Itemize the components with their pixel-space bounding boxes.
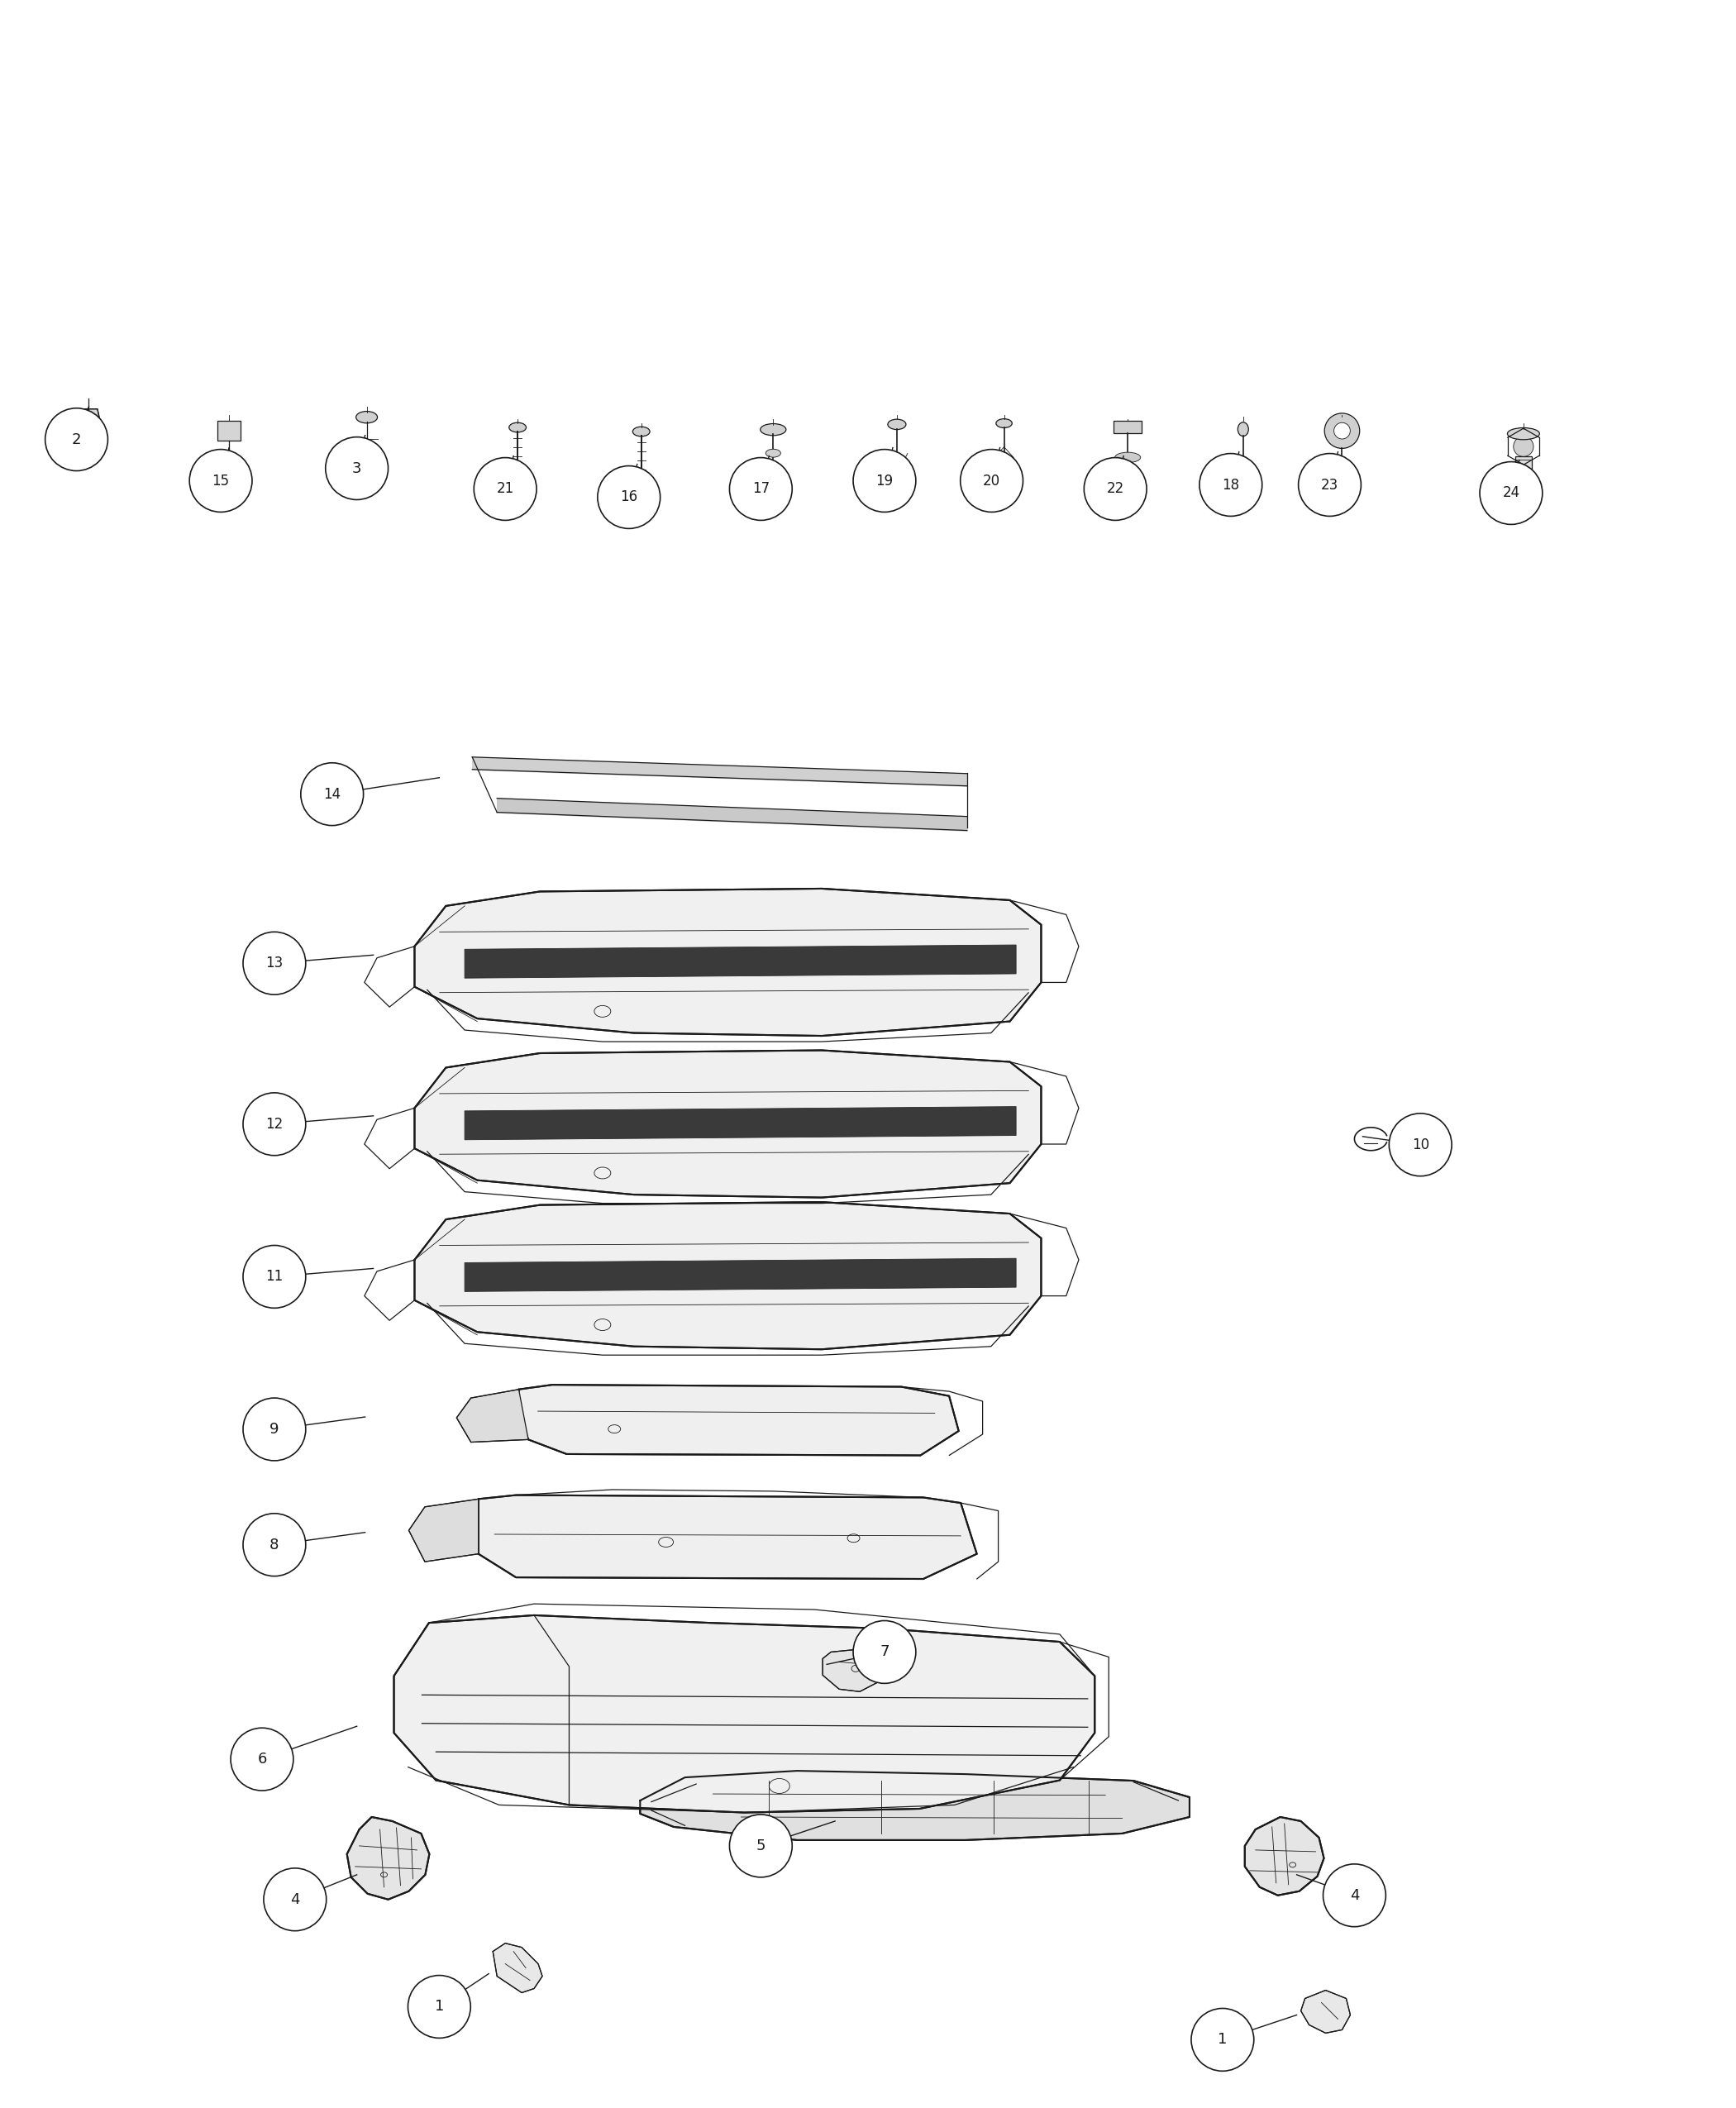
Polygon shape <box>465 944 1016 978</box>
Circle shape <box>1479 462 1542 525</box>
Polygon shape <box>641 1771 1189 1840</box>
Circle shape <box>852 449 917 512</box>
Text: 3: 3 <box>352 462 361 476</box>
Polygon shape <box>408 1499 479 1562</box>
Ellipse shape <box>632 426 649 436</box>
Circle shape <box>243 1398 306 1461</box>
Text: 9: 9 <box>269 1423 279 1438</box>
Circle shape <box>243 1246 306 1309</box>
Circle shape <box>243 1514 306 1577</box>
Circle shape <box>243 1092 306 1155</box>
Text: 24: 24 <box>1502 485 1519 500</box>
Circle shape <box>1191 2009 1253 2070</box>
Ellipse shape <box>1507 428 1540 441</box>
Text: 17: 17 <box>752 481 769 495</box>
Circle shape <box>960 449 1023 512</box>
Circle shape <box>264 1868 326 1931</box>
Circle shape <box>1514 436 1533 457</box>
Circle shape <box>300 763 363 826</box>
Ellipse shape <box>766 449 781 457</box>
Text: 21: 21 <box>496 481 514 495</box>
Circle shape <box>45 409 108 470</box>
Polygon shape <box>493 1944 542 1992</box>
Ellipse shape <box>1238 422 1248 436</box>
Circle shape <box>729 1815 792 1878</box>
Polygon shape <box>479 1495 977 1579</box>
Text: 7: 7 <box>880 1644 889 1659</box>
Circle shape <box>1389 1113 1451 1176</box>
Polygon shape <box>347 1817 429 1899</box>
Text: 15: 15 <box>212 474 229 489</box>
Ellipse shape <box>996 419 1012 428</box>
Polygon shape <box>76 409 101 436</box>
Circle shape <box>243 932 306 995</box>
Text: 1: 1 <box>434 1998 444 2013</box>
Circle shape <box>1333 424 1351 438</box>
Circle shape <box>1323 1863 1385 1927</box>
Text: 13: 13 <box>266 955 283 970</box>
Ellipse shape <box>1115 453 1141 462</box>
Circle shape <box>231 1729 293 1790</box>
Polygon shape <box>415 1202 1042 1349</box>
Text: 23: 23 <box>1321 476 1338 493</box>
Text: 14: 14 <box>323 786 340 801</box>
Text: 22: 22 <box>1106 481 1125 495</box>
Circle shape <box>729 457 792 521</box>
Text: 12: 12 <box>266 1117 283 1132</box>
Text: 11: 11 <box>266 1269 283 1284</box>
Polygon shape <box>415 890 1042 1035</box>
Polygon shape <box>457 1389 528 1442</box>
Circle shape <box>325 436 389 500</box>
Polygon shape <box>823 1648 884 1691</box>
Ellipse shape <box>760 424 786 436</box>
Bar <box>1115 422 1142 432</box>
Polygon shape <box>519 1385 958 1455</box>
Bar <box>1516 455 1531 500</box>
Circle shape <box>597 466 660 529</box>
Circle shape <box>474 457 536 521</box>
Circle shape <box>1299 453 1361 516</box>
Text: 16: 16 <box>620 489 637 504</box>
Polygon shape <box>415 1050 1042 1197</box>
Text: 20: 20 <box>983 474 1000 489</box>
Text: 4: 4 <box>1349 1889 1359 1904</box>
Text: 18: 18 <box>1222 476 1240 493</box>
Circle shape <box>1325 413 1359 449</box>
Polygon shape <box>465 1107 1016 1140</box>
Polygon shape <box>1245 1817 1325 1895</box>
Text: 8: 8 <box>269 1537 279 1551</box>
Text: 10: 10 <box>1411 1138 1429 1153</box>
Circle shape <box>1200 453 1262 516</box>
Polygon shape <box>1300 1990 1351 2032</box>
Text: 1: 1 <box>1219 2032 1227 2047</box>
Polygon shape <box>394 1615 1095 1813</box>
Text: 2: 2 <box>71 432 82 447</box>
Circle shape <box>852 1621 917 1684</box>
Circle shape <box>408 1975 470 2038</box>
Text: 19: 19 <box>875 474 894 489</box>
Circle shape <box>1083 457 1147 521</box>
Text: 6: 6 <box>257 1752 267 1767</box>
Circle shape <box>189 449 252 512</box>
Polygon shape <box>465 1258 1016 1292</box>
Ellipse shape <box>887 419 906 430</box>
Ellipse shape <box>356 411 377 424</box>
Bar <box>217 422 241 441</box>
Ellipse shape <box>509 422 526 432</box>
Text: 4: 4 <box>290 1893 300 1908</box>
Text: 5: 5 <box>757 1838 766 1853</box>
